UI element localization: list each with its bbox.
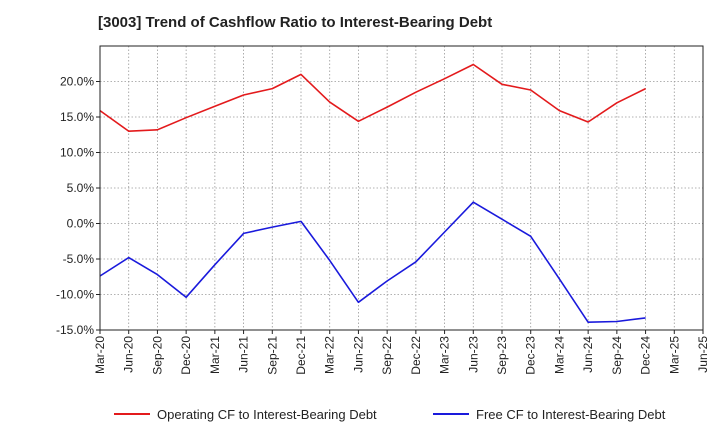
x-tick-label: Jun-20 — [122, 336, 136, 373]
x-tick-label: Mar-20 — [93, 336, 107, 374]
series-lines — [99, 63, 646, 324]
y-tick-label: -15.0% — [56, 323, 94, 337]
x-tick-label: Dec-21 — [294, 336, 308, 375]
x-tick-label: Mar-21 — [208, 336, 222, 374]
plot-frame — [99, 45, 704, 331]
x-tick-label: Jun-24 — [581, 336, 595, 373]
x-tick-label: Jun-23 — [466, 336, 480, 373]
y-tick-label: -10.0% — [56, 288, 94, 302]
x-tick-label: Jun-25 — [696, 336, 710, 373]
y-tick-label: 10.0% — [60, 146, 94, 160]
legend-label: Free CF to Interest-Bearing Debt — [476, 407, 666, 422]
x-tick-label: Mar-25 — [667, 336, 681, 374]
series-line-operating-cf — [99, 63, 646, 132]
y-tick-label: 0.0% — [67, 217, 95, 231]
x-tick-label: Sep-24 — [610, 336, 624, 375]
grid-lines — [100, 46, 703, 330]
x-tick-label: Mar-23 — [438, 336, 452, 374]
x-axis: Mar-20 Jun-20 Sep-20 Dec-20 Mar-21 Jun-21 Sep-… — [93, 330, 710, 375]
x-tick-label: Mar-22 — [323, 336, 337, 374]
x-tick-label: Sep-20 — [150, 336, 164, 375]
y-tick-label: 15.0% — [60, 110, 94, 124]
chart-title: [3003] Trend of Cashflow Ratio to Intere… — [98, 14, 493, 31]
y-tick-label: -5.0% — [63, 252, 95, 266]
x-tick-label: Jun-21 — [237, 336, 251, 373]
y-tick-label: 5.0% — [67, 181, 95, 195]
x-tick-label: Sep-23 — [495, 336, 509, 375]
x-tick-label: Dec-22 — [409, 336, 423, 375]
x-tick-label: Mar-24 — [552, 336, 566, 374]
y-axis: -15.0% -10.0% -5.0% 0.0% 5.0% 10.0% 15.0% 20.0% — [56, 75, 100, 337]
series-line-free-cf — [99, 201, 646, 324]
legend: Operating CF to Interest-Bearing Debt Fre… — [114, 407, 666, 422]
x-tick-label: Dec-24 — [639, 336, 653, 375]
x-tick-label: Sep-21 — [265, 336, 279, 375]
x-tick-label: Jun-22 — [351, 336, 365, 373]
x-tick-label: Dec-20 — [179, 336, 193, 375]
x-tick-label: Dec-23 — [524, 336, 538, 375]
legend-label: Operating CF to Interest-Bearing Debt — [157, 407, 377, 422]
x-tick-label: Sep-22 — [380, 336, 394, 375]
y-tick-label: 20.0% — [60, 75, 94, 89]
